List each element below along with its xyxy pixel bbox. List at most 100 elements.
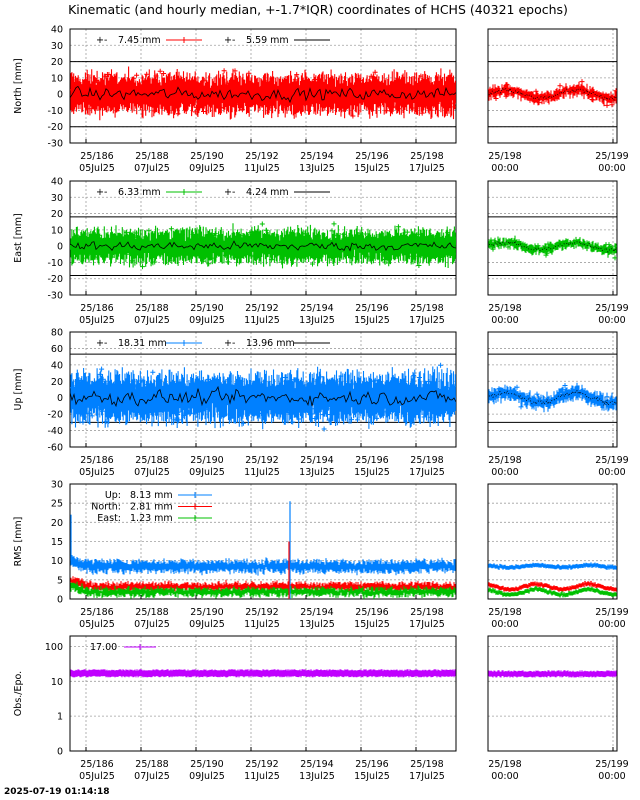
up-zoom-data (488, 382, 617, 413)
rms-y-tick-label: 10 (51, 556, 63, 567)
obs-x-tick-label: 07Jul25 (134, 771, 170, 782)
up-outlier-markers (70, 362, 456, 432)
legend-marker (137, 644, 143, 650)
rms-legend: Up: 8.13 mm North: 2.81 mm East: 1.23 mm (91, 490, 212, 524)
rms-zoom-x-tick-label: 00:00 (598, 619, 625, 630)
obs-x-tick-label: 13Jul25 (299, 771, 335, 782)
north-x-tick-label: 25/198 (410, 151, 443, 162)
up-zoom-x-tick-label: 00:00 (598, 467, 625, 478)
obs-y-tick-label: 0 (57, 747, 63, 758)
rms-x-tick-label: 11Jul25 (244, 619, 280, 630)
north-y-tick-label: -30 (47, 139, 63, 150)
north-main-panel (69, 28, 457, 144)
rms-x-tick-label: 09Jul25 (189, 619, 225, 630)
east-x-tick-label: 25/188 (135, 303, 168, 314)
rms-x-tick-label: 05Jul25 (79, 619, 115, 630)
plot-frame (69, 635, 457, 752)
legend-prefix: +- (224, 187, 235, 198)
rms-zoom-x-tick-label: 25/198 (488, 607, 521, 618)
obs-main-panel (69, 635, 457, 752)
obs-zoom-x-tick-label: 25/198 (488, 759, 521, 770)
up-main-panel (69, 331, 457, 448)
up-x-tick-label: 09Jul25 (189, 467, 225, 478)
north-x-tick-label: 25/190 (190, 151, 223, 162)
up-x-tick-label: 25/192 (245, 455, 278, 466)
north-x-tick-label: 25/194 (300, 151, 333, 162)
east-x-tick-label: 25/196 (355, 303, 388, 314)
rms-series-up (70, 555, 456, 576)
legend-value: 4.24 mm (246, 187, 289, 198)
east-x-tick-label: 25/192 (245, 303, 278, 314)
up-median-line (70, 385, 456, 408)
north-x-tick-label: 05Jul25 (79, 163, 115, 174)
obs-zoom-group (488, 670, 617, 678)
east-data-cloud (70, 221, 456, 270)
rms-x-tick-label: 25/196 (355, 607, 388, 618)
legend-marker (181, 189, 187, 195)
up-y-tick-label: 80 (51, 328, 63, 339)
up-y-axis-label: Up [mm] (13, 369, 24, 411)
north-x-tick-label: 07Jul25 (134, 163, 170, 174)
up-y-tick-label: 0 (57, 393, 63, 404)
obs-x-tick-label: 17Jul25 (409, 771, 445, 782)
up-zoom-x-tick-label: 00:00 (491, 467, 518, 478)
north-zoom-x-tick-label: 00:00 (491, 163, 518, 174)
legend-label: Up: (105, 490, 121, 501)
legend-prefix: +- (96, 338, 107, 349)
north-x-tick-label: 09Jul25 (189, 163, 225, 174)
timestamp-footer: 2025-07-19 01:14:18 (4, 787, 110, 797)
legend-value: 6.33 mm (118, 187, 161, 198)
legend-label: North: (91, 502, 121, 513)
rms-y-tick-label: 25 (51, 499, 63, 510)
rms-x-tick-label: 25/188 (135, 607, 168, 618)
east-y-tick-label: -10 (47, 258, 63, 269)
east-y-tick-label: 10 (51, 225, 63, 236)
rms-x-tick-label: 07Jul25 (134, 619, 170, 630)
east-x-tick-label: 25/198 (410, 303, 443, 314)
rms-x-tick-label: 15Jul25 (354, 619, 390, 630)
up-x-tick-label: 17Jul25 (409, 467, 445, 478)
north-legend: +- 7.45 mm +- 5.59 mm (96, 35, 330, 46)
up-y-tick-label: 60 (51, 344, 63, 355)
east-y-tick-label: -20 (47, 274, 63, 285)
north-x-tick-label: 25/192 (245, 151, 278, 162)
north-x-tick-label: 11Jul25 (244, 163, 280, 174)
obs-zoom-x-tick-label: 00:00 (491, 771, 518, 782)
east-x-tick-label: 17Jul25 (409, 315, 445, 326)
rms-y-tick-label: 20 (51, 518, 63, 529)
north-zoom-panel (487, 28, 618, 144)
east-zoom-data (488, 235, 617, 261)
north-y-tick-label: -20 (47, 122, 63, 133)
legend-prefix: +- (96, 35, 107, 46)
rms-zoom-group (488, 562, 617, 598)
rms-y-tick-label: 5 (57, 575, 63, 586)
rms-x-tick-label: 13Jul25 (299, 619, 335, 630)
obs-x-tick-label: 25/192 (245, 759, 278, 770)
rms-x-tick-label: 25/198 (410, 607, 443, 618)
chart-title: Kinematic (and hourly median, +-1.7*IQR)… (68, 2, 568, 17)
plot-frame (487, 331, 618, 448)
obs-x-tick-label: 25/194 (300, 759, 333, 770)
east-zoom-x-tick-label: 25/198 (488, 303, 521, 314)
up-x-tick-label: 25/198 (410, 455, 443, 466)
north-zoom-median (488, 86, 617, 102)
legend-prefix: +- (224, 338, 235, 349)
up-x-tick-label: 05Jul25 (79, 467, 115, 478)
up-x-tick-label: 25/194 (300, 455, 333, 466)
legend-value: 7.45 mm (118, 35, 161, 46)
rms-zoom-x-tick-label: 00:00 (491, 619, 518, 630)
plot-frame (487, 483, 618, 600)
east-x-tick-label: 05Jul25 (79, 315, 115, 326)
up-data-cloud (70, 362, 456, 432)
obs-zoom-x-tick-label: 00:00 (598, 771, 625, 782)
east-zoom-median (488, 239, 617, 253)
north-y-tick-label: 30 (51, 41, 63, 52)
rms-zoom-series-east (488, 586, 617, 598)
east-x-tick-label: 07Jul25 (134, 315, 170, 326)
legend-value: 1.23 mm (130, 513, 173, 524)
east-zoom-markers (488, 237, 617, 261)
rms-zoom-x-tick-label: 25/199 (595, 607, 628, 618)
north-x-tick-label: 25/186 (80, 151, 113, 162)
obs-legend: 17.00 (90, 642, 156, 653)
north-y-tick-label: 40 (51, 25, 63, 36)
